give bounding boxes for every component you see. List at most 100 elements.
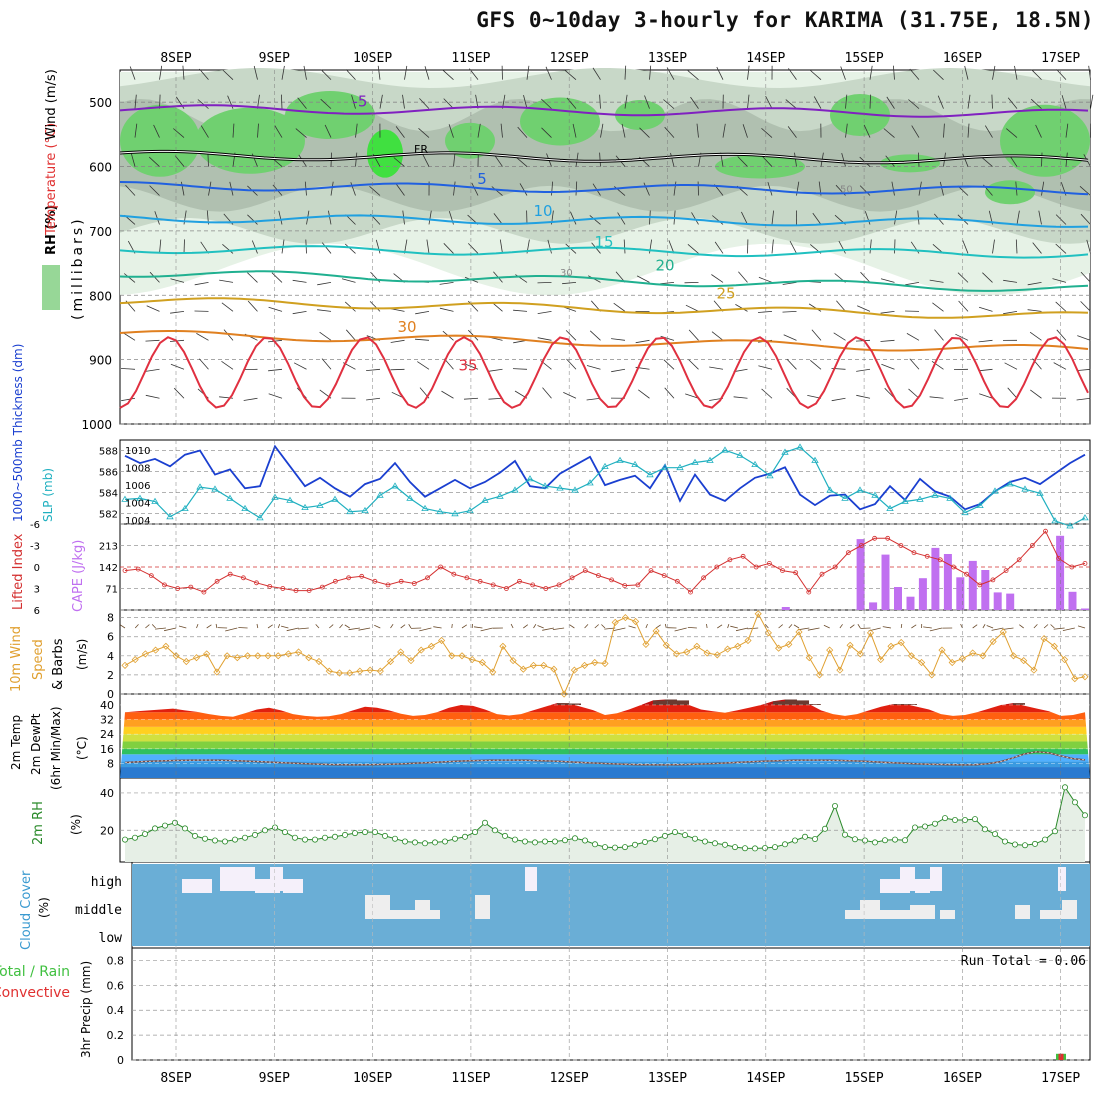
run-total-label: Run Total = 0.06	[961, 954, 1086, 969]
rh-green-area-5	[520, 97, 600, 146]
wind-barb	[838, 240, 846, 254]
y-axis-label-temp2m-1: 2m DewPt	[29, 713, 43, 775]
rh2m-marker	[812, 836, 819, 843]
wind10-barb	[788, 624, 793, 629]
wind-barb	[278, 210, 283, 225]
rh2m-marker	[291, 834, 298, 841]
slp-marker	[571, 486, 579, 493]
y-label-wind: Wind (m/s)	[44, 69, 59, 140]
wind-barb	[911, 125, 920, 138]
cape-bar	[993, 592, 1002, 610]
slp-marker	[991, 487, 999, 494]
day-label-bottom-13SEP: 13SEP	[648, 1071, 687, 1086]
wind-barb	[537, 282, 552, 284]
wind10-barb	[1050, 624, 1055, 629]
wind-barb	[523, 94, 528, 109]
wind10-barb	[400, 624, 406, 629]
wind-barb	[757, 310, 773, 313]
wind10-barb	[134, 624, 139, 629]
y-tick-lifted-3: 3	[34, 585, 40, 596]
y-tick-wind-4: 4	[107, 650, 114, 663]
rh2m-marker	[311, 836, 318, 843]
wind-barb	[1031, 69, 1042, 80]
lifted-index-marker	[1043, 528, 1048, 534]
rh2m-marker	[892, 836, 899, 843]
wind10-barb	[533, 623, 537, 629]
cloud-middle-cell-9	[940, 910, 955, 919]
day-label-top-17SEP: 17SEP	[1041, 51, 1080, 66]
wind-barb	[982, 272, 993, 283]
lifted-index-marker	[1056, 556, 1062, 561]
rh2m-marker	[331, 833, 338, 840]
lifted-index-marker	[635, 582, 641, 588]
lifted-index-marker	[753, 564, 759, 570]
wind-barb	[390, 339, 405, 343]
wind10-barb	[433, 626, 442, 629]
wind-barb	[860, 271, 871, 283]
wind-barb	[1077, 335, 1091, 341]
y-tick-cape-142: 142	[99, 563, 118, 574]
wind-barb	[909, 358, 920, 370]
wind-barb	[350, 182, 356, 196]
wind-barb	[906, 333, 920, 341]
wind-barb	[319, 331, 332, 341]
y-tick-slp-1: 1008	[125, 464, 150, 475]
slp-marker	[241, 504, 249, 511]
wind-barb	[663, 99, 675, 109]
wind-barb	[1080, 213, 1091, 225]
wind10-barb	[390, 623, 394, 629]
day-label-top-8SEP: 8SEP	[160, 51, 191, 66]
wind10-marker	[775, 644, 783, 652]
rh2m-marker	[992, 831, 999, 838]
slp-marker	[736, 451, 744, 458]
wind10-barb	[839, 624, 843, 629]
rh2m-marker	[922, 823, 929, 830]
y-axis-label-cloud: Cloud Cover	[19, 870, 34, 950]
rh2m-marker	[912, 824, 919, 831]
wind-barb	[1016, 210, 1020, 225]
wind-barb	[344, 243, 356, 254]
temp-max-cap	[905, 704, 917, 705]
slp-marker	[526, 475, 534, 482]
slp-marker	[466, 506, 474, 514]
wind-barb	[537, 310, 552, 314]
temp-max-cap	[1013, 703, 1025, 705]
rh2m-marker	[261, 827, 268, 834]
wind10-barb	[823, 624, 830, 629]
wind-barb	[831, 397, 846, 402]
wind-barb	[575, 181, 578, 196]
y-axis-unit-temp2m: (°C)	[75, 736, 89, 760]
wind-barb	[1055, 214, 1067, 225]
wind10-barb	[238, 627, 248, 629]
day-label-top-11SEP: 11SEP	[451, 51, 490, 66]
panel-frame-wind10	[119, 609, 1091, 695]
isotherm-5	[119, 181, 1089, 196]
rh2m-marker	[1022, 842, 1029, 849]
slp-marker	[961, 508, 969, 516]
slp-marker	[886, 504, 894, 511]
lifted-index-marker	[859, 543, 864, 548]
temp-max-cap	[665, 699, 677, 705]
rh2m-marker	[411, 839, 418, 846]
wind-barb	[247, 214, 258, 225]
wind-barb	[221, 302, 234, 312]
wind-barb	[488, 397, 503, 400]
cape-bar	[1056, 535, 1065, 610]
rh2m-marker	[231, 836, 238, 843]
rh2m-marker	[141, 831, 148, 838]
rh2m-marker	[441, 838, 448, 845]
lifted-index-marker	[885, 535, 891, 541]
cloud-high-cell-5	[525, 867, 537, 891]
precip-convective-bar	[1058, 1053, 1064, 1060]
lifted-index-marker	[477, 578, 483, 584]
slp-marker	[1081, 514, 1089, 521]
wind-barb	[643, 182, 650, 196]
rh2m-marker	[692, 835, 699, 842]
slp-line	[124, 446, 1086, 527]
wind-barb	[869, 65, 873, 80]
temp-max-cap	[569, 703, 581, 705]
lifted-index-marker	[359, 573, 365, 579]
wind10-marker	[979, 652, 987, 660]
wind10-barb	[1033, 624, 1038, 629]
wind10-marker	[407, 657, 415, 665]
